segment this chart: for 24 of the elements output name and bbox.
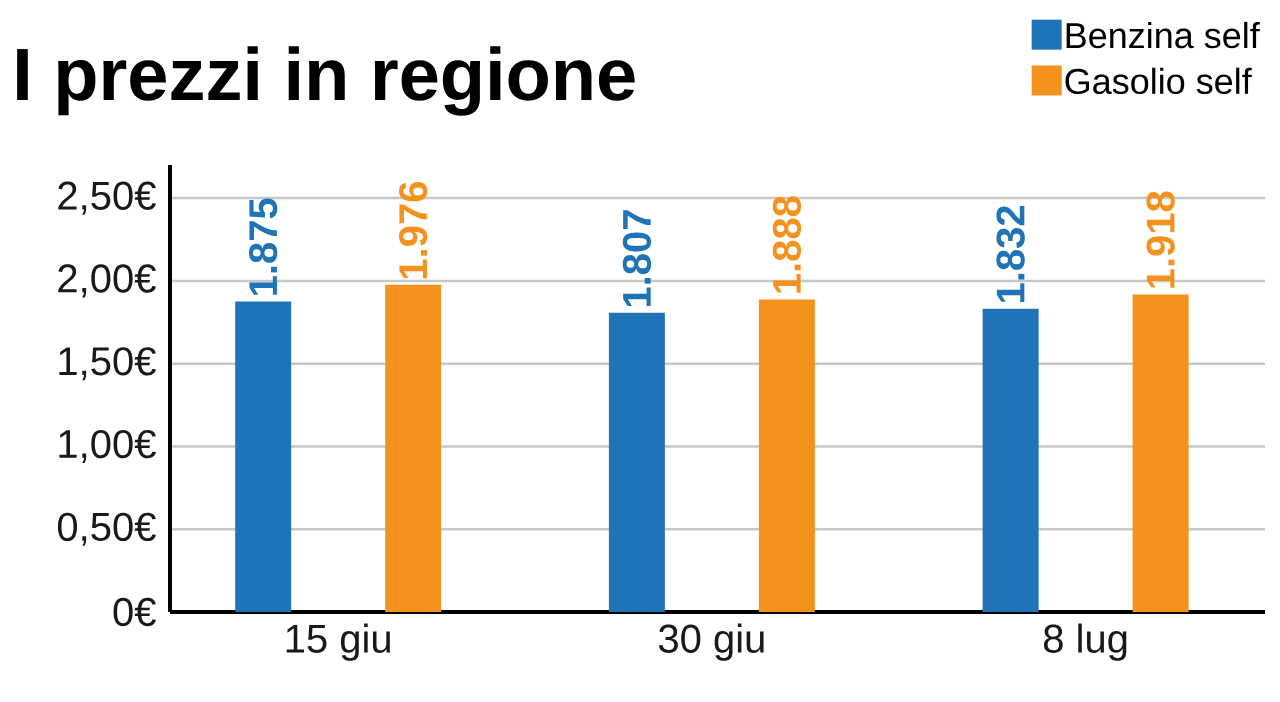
legend-label: Gasolio self bbox=[1065, 67, 1252, 95]
bar bbox=[1132, 294, 1189, 612]
data-label: 1.976 bbox=[399, 182, 428, 279]
data-label: 1.888 bbox=[772, 196, 802, 293]
bar bbox=[758, 299, 815, 612]
legend-label: Benzina self bbox=[1066, 21, 1260, 49]
y-tick-label: 2,00€ bbox=[58, 264, 156, 298]
x-tick-label: 8 lug bbox=[1043, 623, 1127, 661]
bar bbox=[385, 284, 442, 612]
bar bbox=[235, 301, 292, 612]
data-label: 1.832 bbox=[996, 206, 1025, 302]
y-tick-label: 0,50€ bbox=[57, 512, 156, 546]
x-tick-label: 15 giu bbox=[286, 623, 390, 661]
data-label: 1.918 bbox=[1146, 191, 1175, 288]
data-label: 1.875 bbox=[249, 198, 278, 295]
y-tick-label: 0€ bbox=[113, 597, 156, 627]
y-tick-label: 1,00€ bbox=[59, 429, 156, 463]
chart-title: I prezzi in regione bbox=[17, 46, 635, 116]
bar bbox=[608, 312, 665, 612]
bar bbox=[982, 308, 1039, 612]
y-tick-label: 2,50€ bbox=[58, 181, 156, 215]
x-tick-label: 30 giu bbox=[658, 623, 764, 661]
data-label: 1.807 bbox=[622, 210, 652, 307]
y-tick-label: 1,50€ bbox=[59, 347, 156, 381]
